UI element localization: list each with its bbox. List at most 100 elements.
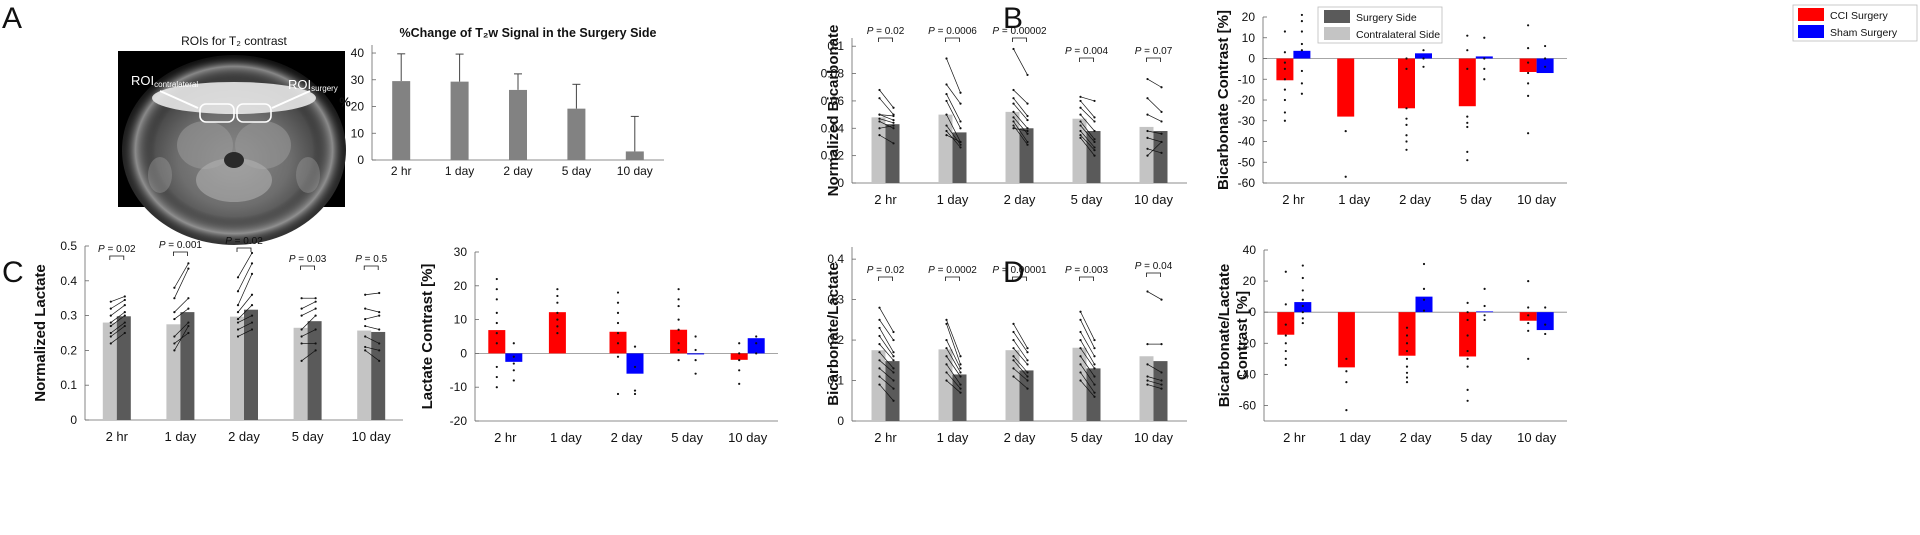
paired-line xyxy=(1080,339,1095,365)
paired-point xyxy=(1093,355,1096,358)
paired-point xyxy=(187,262,190,265)
paired-point xyxy=(314,314,317,317)
chart-d-bicarbonate-lactate: 0 0.1 0.2 0.3 0.4 2 hr 1 day 2 day 5 day 10 day Bi… xyxy=(825,247,1187,445)
paired-point xyxy=(1026,127,1029,130)
paired-line xyxy=(879,89,894,108)
p-value-bracket xyxy=(363,265,379,270)
bar-cci xyxy=(1398,312,1416,356)
point-sham xyxy=(1544,332,1547,336)
y-tick-label: 10 xyxy=(454,313,468,327)
paired-line xyxy=(946,319,961,357)
paired-line xyxy=(1013,103,1028,121)
y-tick-label: 0.5 xyxy=(60,239,77,253)
legend-cci-label: CCI Surgery xyxy=(1830,10,1889,22)
paired-line xyxy=(1013,111,1028,129)
paired-line xyxy=(1080,125,1095,143)
paired-point xyxy=(109,307,112,310)
paired-line xyxy=(1147,141,1162,156)
mri-title: ROIs for T₂ contrast xyxy=(181,34,287,48)
paired-line xyxy=(110,296,125,303)
point-cci xyxy=(1344,175,1347,178)
paired-line xyxy=(1147,384,1162,389)
point-sham xyxy=(1483,314,1486,317)
paired-point xyxy=(173,342,176,345)
paired-line xyxy=(879,307,894,333)
x-tick-label: 1 day xyxy=(1339,430,1371,445)
paired-point xyxy=(187,267,190,270)
panel-label-c: C xyxy=(2,256,24,289)
paired-point xyxy=(1146,147,1149,150)
paired-line xyxy=(110,304,126,316)
paired-point xyxy=(878,318,881,321)
point-cci xyxy=(1405,349,1409,353)
p-value-bracket xyxy=(1146,272,1161,277)
y-axis-label: Bicarbonate/LactateContrast [%] xyxy=(1216,264,1251,407)
point-sham xyxy=(512,379,515,382)
paired-line xyxy=(1080,311,1095,341)
x-tick-label: 2 day xyxy=(228,429,260,444)
point-cci xyxy=(616,355,620,358)
paired-point xyxy=(1146,375,1149,378)
paired-line xyxy=(946,114,961,143)
paired-point xyxy=(1093,391,1096,394)
paired-point xyxy=(1012,338,1015,342)
paired-point xyxy=(959,120,962,123)
paired-line xyxy=(879,360,894,373)
paired-point xyxy=(1079,134,1082,137)
paired-point xyxy=(1012,110,1015,113)
paired-line xyxy=(879,114,894,121)
paired-point xyxy=(1093,120,1096,123)
paired-line xyxy=(946,93,961,122)
x-tick-label: 5 day xyxy=(562,164,591,178)
paired-point xyxy=(300,342,303,345)
chart-a-t2w-change: %Change of T₂w Signal in the Surgery Sid… xyxy=(339,26,664,178)
paired-point xyxy=(236,311,240,314)
paired-point xyxy=(959,375,962,378)
paired-line xyxy=(1080,331,1095,357)
point-cci xyxy=(1405,326,1409,329)
point-cci xyxy=(495,365,498,369)
paired-line xyxy=(110,299,125,309)
legend-sham-label: Sham Surgery xyxy=(1830,27,1898,39)
p-value-bracket xyxy=(236,247,252,252)
paired-point xyxy=(123,314,126,317)
x-tick-label: 2 day xyxy=(1004,192,1036,207)
point-cci xyxy=(677,359,680,362)
y-tick-label: 0.4 xyxy=(60,274,77,288)
point-cci xyxy=(1405,67,1408,70)
paired-line xyxy=(237,322,253,330)
paired-line xyxy=(1147,380,1162,385)
point-sham xyxy=(633,392,637,396)
point-cci xyxy=(677,328,680,331)
point-cci xyxy=(1283,111,1286,114)
point-sham xyxy=(755,335,758,338)
x-tick-label: 5 day xyxy=(1071,430,1103,445)
paired-line xyxy=(879,134,894,144)
paired-line xyxy=(946,125,961,145)
point-sham xyxy=(1544,306,1547,309)
paired-point xyxy=(300,328,303,331)
p-value-bracket xyxy=(1012,276,1027,281)
y-tick-label: -40 xyxy=(1239,367,1257,381)
x-tick-label: 2 hr xyxy=(874,192,897,207)
point-sham xyxy=(1544,57,1547,60)
point-cci xyxy=(1527,357,1530,360)
bar-surgery xyxy=(1086,131,1101,183)
paired-point xyxy=(1146,383,1149,386)
legend-swatch-sham xyxy=(1798,25,1824,38)
y-tick-label: 0 xyxy=(460,346,467,360)
paired-line xyxy=(174,268,189,299)
paired-point xyxy=(878,359,881,362)
point-sham xyxy=(1301,276,1304,280)
paired-line xyxy=(1147,97,1162,113)
paired-point xyxy=(364,317,367,321)
point-cci xyxy=(1405,123,1408,126)
bar-cci xyxy=(730,353,748,360)
point-sham xyxy=(755,352,758,355)
point-cci xyxy=(556,332,559,335)
paired-line xyxy=(1080,380,1095,397)
legend-swatch-surgery xyxy=(1324,10,1350,23)
paired-point xyxy=(945,322,948,325)
x-tick-label: 10 day xyxy=(1134,430,1174,445)
